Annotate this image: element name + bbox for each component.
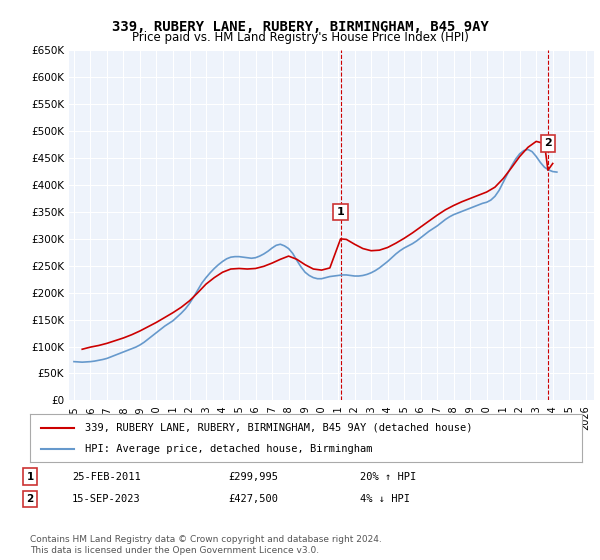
Text: HPI: Average price, detached house, Birmingham: HPI: Average price, detached house, Birm… [85,444,373,454]
Text: 20% ↑ HPI: 20% ↑ HPI [360,472,416,482]
Text: 4% ↓ HPI: 4% ↓ HPI [360,494,410,504]
Text: This data is licensed under the Open Government Licence v3.0.: This data is licensed under the Open Gov… [30,546,319,555]
Text: 2: 2 [26,494,34,504]
Text: 339, RUBERY LANE, RUBERY, BIRMINGHAM, B45 9AY (detached house): 339, RUBERY LANE, RUBERY, BIRMINGHAM, B4… [85,423,473,433]
Text: £427,500: £427,500 [228,494,278,504]
Text: Contains HM Land Registry data © Crown copyright and database right 2024.: Contains HM Land Registry data © Crown c… [30,535,382,544]
Text: 339, RUBERY LANE, RUBERY, BIRMINGHAM, B45 9AY: 339, RUBERY LANE, RUBERY, BIRMINGHAM, B4… [112,20,488,34]
Text: £299,995: £299,995 [228,472,278,482]
Text: 25-FEB-2011: 25-FEB-2011 [72,472,141,482]
Text: 15-SEP-2023: 15-SEP-2023 [72,494,141,504]
Text: 2: 2 [544,138,552,148]
Text: 1: 1 [337,207,344,217]
Text: 1: 1 [26,472,34,482]
Text: Price paid vs. HM Land Registry's House Price Index (HPI): Price paid vs. HM Land Registry's House … [131,31,469,44]
